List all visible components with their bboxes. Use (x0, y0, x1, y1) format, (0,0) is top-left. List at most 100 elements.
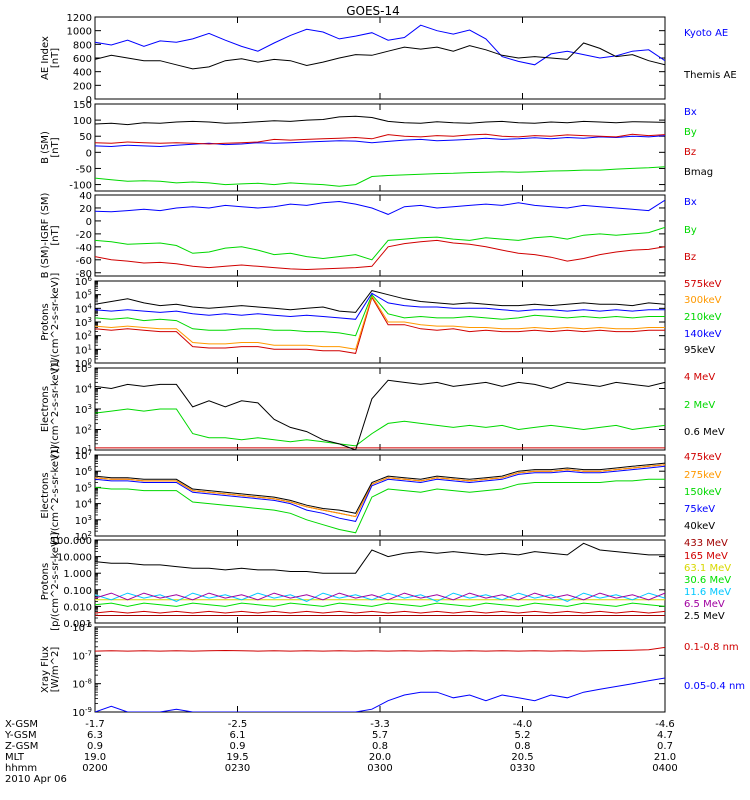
x-tick-label-hhmm: 0300 (367, 763, 392, 774)
x-tick-label-mlt: 19.0 (84, 752, 106, 763)
y-tick-label: 0.010 (63, 602, 92, 613)
y-axis-label: Protons (40, 563, 51, 600)
x-tick-label-zgsm: 0.9 (87, 741, 103, 752)
y-tick-label: 1.000 (63, 569, 92, 580)
panel-7: 0.001 0.010 0.100 1.000 10.000 100.000 Protons… (40, 532, 731, 631)
series-line-by (95, 226, 665, 261)
y-tick-label: 10-7 (72, 649, 92, 662)
legend-entry: Bz (684, 147, 696, 158)
legend-entry: 300keV (684, 295, 722, 306)
y-tick-label: 0.100 (63, 586, 92, 597)
y-tick-label: 103 (75, 514, 92, 527)
panel-frame (94, 626, 666, 713)
series-line-210kev (95, 293, 665, 337)
y-tick-label: 200 (73, 81, 92, 92)
series-line-2-mev (95, 408, 665, 447)
y-tick-label: 40 (79, 191, 92, 202)
panel-frame (94, 454, 666, 537)
y-tick-label: 103 (75, 403, 92, 416)
panel-frame (94, 103, 666, 192)
y-axis-unit: [W/m^2] (50, 647, 61, 693)
x-tick-label-hhmm: 0330 (510, 763, 535, 774)
x-axis-row-label: Z-GSM (5, 741, 38, 752)
y-tick-label: 101 (75, 343, 92, 356)
legend-entry: Bz (684, 252, 696, 263)
y-axis-unit: [1/(cm^2-s-sr-keV)] (50, 360, 61, 459)
y-tick-label: -100 (69, 181, 92, 192)
legend-entry: 11.6 MeV (684, 587, 731, 598)
y-tick-label: 105 (75, 481, 92, 494)
legend-entry: Bx (684, 197, 697, 208)
y-tick-label: 107 (75, 449, 92, 462)
legend-entry: 30.6 MeV (684, 575, 731, 586)
series-line-0-05-0-4-nm (95, 677, 665, 712)
x-axis-table: X-GSMY-GSMZ-GSMMLThhmm-1.76.30.919.00200… (4, 719, 678, 785)
y-axis-label: AE Index (40, 36, 51, 80)
y-tick-label: 105 (75, 289, 92, 302)
x-tick-label-zgsm: 0.9 (230, 741, 246, 752)
series-line-95kev (95, 290, 665, 313)
legend-entry: 2.5 MeV (684, 611, 725, 622)
x-axis-row-label: MLT (5, 752, 25, 763)
y-tick-label: 103 (75, 316, 92, 329)
series-line-165-mev (95, 610, 665, 614)
panel-frame (94, 280, 666, 364)
y-axis-label: B (SM)-IGRF (SM) (40, 193, 51, 279)
legend-entry: 433 MeV (684, 538, 728, 549)
panel-3: -80 -60 -40 -20 0 20 40 B (SM)-IGRF (SM) [nT] Bx B… (40, 191, 697, 280)
y-tick-label: -20 (76, 230, 92, 241)
x-axis-row-label: Y-GSM (4, 730, 37, 741)
x-tick-label-ygsm: 6.3 (87, 730, 103, 741)
y-tick-label: 104 (75, 383, 93, 396)
y-tick-label: 0 (86, 217, 92, 228)
y-tick-label: -50 (76, 164, 92, 175)
series-line-2-5-mev (95, 542, 665, 574)
y-axis-unit: [nT] (50, 137, 61, 157)
y-tick-label: 100 (73, 116, 92, 127)
x-tick-label-mlt: 21.0 (654, 752, 676, 763)
y-tick-label: 10-9 (72, 706, 92, 719)
legend-entry: 63.1 MeV (684, 563, 731, 574)
legend-entry: Bmag (684, 167, 713, 178)
x-tick-label-hhmm: 0230 (225, 763, 250, 774)
x-tick-label-xgsm: -2.5 (228, 719, 248, 730)
x-tick-label-ygsm: 5.2 (515, 730, 531, 741)
y-axis-label: Electrons (40, 472, 51, 518)
y-tick-label: 104 (75, 498, 93, 511)
x-tick-label-xgsm: -4.0 (513, 719, 533, 730)
y-axis-label: Electrons (40, 386, 51, 432)
y-axis-label: Xray Flux (40, 646, 51, 693)
y-tick-label: 0.001 (63, 619, 92, 630)
y-axis-unit: [nT] (50, 225, 61, 245)
x-tick-label-mlt: 20.0 (369, 752, 391, 763)
x-tick-label-zgsm: 0.7 (657, 741, 673, 752)
x-tick-label-ygsm: 6.1 (230, 730, 246, 741)
y-tick-label: 10.000 (57, 553, 92, 564)
legend-entry: 150keV (684, 487, 722, 498)
series-line-bz (95, 133, 665, 145)
y-tick-label: 102 (75, 330, 92, 343)
legend-entry: 575keV (684, 279, 722, 290)
y-tick-label: -40 (76, 243, 92, 254)
legend-entry: Bx (684, 107, 697, 118)
legend-entry: 0.1-0.8 nm (684, 642, 739, 653)
x-axis-row-label: X-GSM (5, 719, 38, 730)
panel-frame (94, 367, 666, 451)
legend-entry: Themis AE (683, 70, 737, 81)
x-axis-row-label: hhmm (5, 763, 37, 774)
y-axis-unit: [nT] (50, 48, 61, 68)
y-tick-label: 150 (73, 100, 92, 111)
x-tick-label-xgsm: -3.3 (370, 719, 390, 730)
plot-title: GOES-14 (346, 4, 400, 18)
series-line-themis-ae (95, 42, 665, 70)
series-line-150kev (95, 478, 665, 534)
y-tick-label: -80 (76, 269, 92, 280)
y-axis-unit: [p/(cm^2-s-sr-keV)] (50, 532, 61, 631)
legend-entry: By (684, 127, 697, 138)
panel-2: -100 -50 0 50 100 150 B (SM) [nT] Bx By Bz Bmag (40, 100, 713, 192)
series-line-575kev (95, 296, 665, 354)
series-line-275kev (95, 464, 665, 518)
